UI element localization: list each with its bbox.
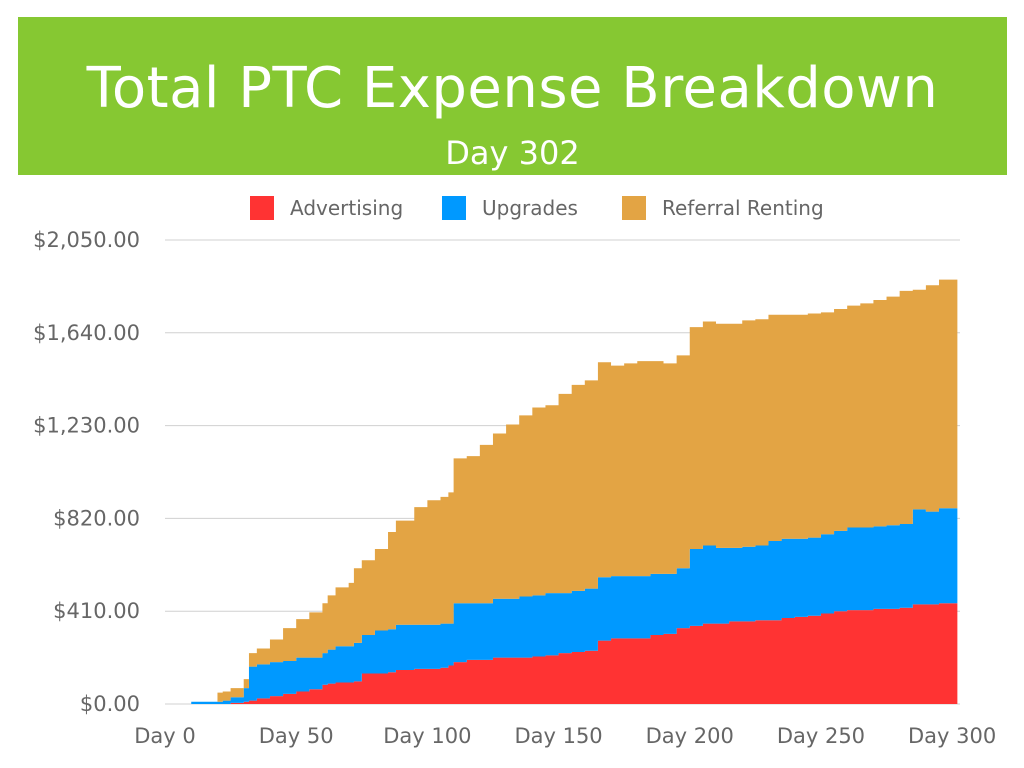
x-tick-label: Day 300 xyxy=(908,724,996,748)
chart-subtitle: Day 302 xyxy=(445,134,580,172)
y-tick-label: $1,640.00 xyxy=(33,321,140,345)
y-tick-label: $2,050.00 xyxy=(33,228,140,252)
y-tick-label: $410.00 xyxy=(53,599,140,623)
x-tick-label: Day 0 xyxy=(134,724,196,748)
x-tick-label: Day 150 xyxy=(514,724,602,748)
legend-swatch-advertising xyxy=(250,196,274,220)
x-tick-label: Day 100 xyxy=(383,724,471,748)
area-series-upgrades xyxy=(165,504,958,704)
x-tick-label: Day 200 xyxy=(646,724,734,748)
legend-swatch-referral-renting xyxy=(622,196,646,220)
legend-label-advertising: Advertising xyxy=(290,196,404,220)
area-series-referral-renting xyxy=(165,278,958,704)
y-tick-label: $0.00 xyxy=(80,692,140,716)
legend-label-referral-renting: Referral Renting xyxy=(662,196,824,220)
x-tick-label: Day 50 xyxy=(259,724,334,748)
chart-title: Total PTC Expense Breakdown xyxy=(86,56,939,121)
legend-item-referral-renting: Referral Renting xyxy=(622,194,824,222)
y-tick-label: $1,230.00 xyxy=(33,414,140,438)
legend-swatch-upgrades xyxy=(442,196,466,220)
y-tick-label: $820.00 xyxy=(53,506,140,530)
x-tick-label: Day 250 xyxy=(777,724,865,748)
title-banner: Total PTC Expense Breakdown Day 302 xyxy=(18,17,1007,175)
legend-label-upgrades: Upgrades xyxy=(482,196,578,220)
legend-item-upgrades: Upgrades xyxy=(442,194,578,222)
legend-item-advertising: Advertising xyxy=(250,194,403,222)
